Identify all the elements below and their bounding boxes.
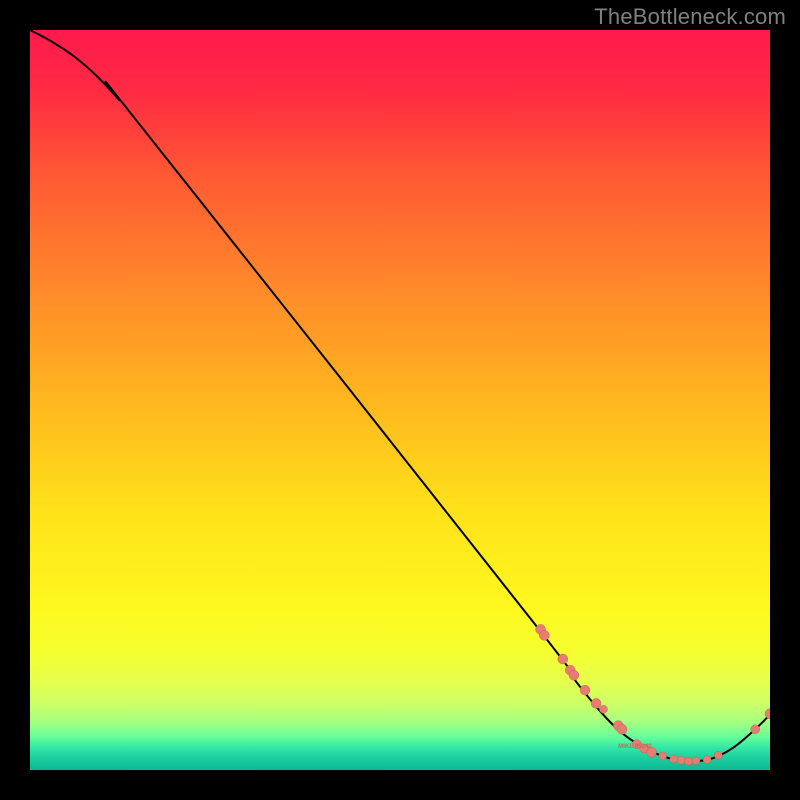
data-marker	[703, 756, 711, 764]
bottleneck-curve	[30, 30, 770, 761]
plot-area: MIKE 05240	[30, 30, 770, 770]
data-marker	[765, 709, 770, 719]
data-marker	[714, 751, 722, 759]
data-marker	[591, 698, 601, 708]
data-marker	[692, 757, 700, 765]
curve-layer: MIKE 05240	[30, 30, 770, 770]
watermark-text: TheBottleneck.com	[594, 4, 786, 30]
data-marker	[670, 755, 678, 763]
data-marker	[617, 724, 627, 734]
data-marker	[751, 725, 760, 734]
data-marker	[677, 756, 685, 764]
marker-label-cluster: MIKE 05240	[618, 744, 652, 750]
data-marker	[685, 757, 693, 765]
data-marker	[569, 670, 579, 680]
data-marker	[539, 630, 549, 640]
data-marker	[558, 654, 568, 664]
data-marker	[659, 752, 667, 760]
data-marker	[580, 685, 590, 695]
chart-container: TheBottleneck.com MIKE 05240	[0, 0, 800, 800]
data-marker	[600, 705, 608, 713]
